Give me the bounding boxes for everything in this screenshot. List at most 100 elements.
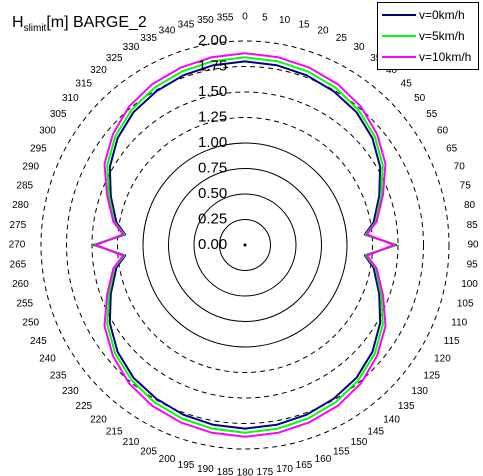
angle-tick-label: 335 — [140, 33, 157, 44]
angle-tick-label: 140 — [383, 414, 400, 425]
radial-tick-label: 0.00 — [198, 236, 227, 253]
angle-tick-label: 330 — [123, 42, 140, 53]
angle-tick-label: 10 — [279, 15, 291, 26]
angle-tick-label: 110 — [451, 318, 467, 329]
legend-item-2: v=10km/h — [382, 47, 471, 67]
angle-tick-label: 195 — [178, 460, 195, 471]
angle-tick-label: 45 — [401, 78, 413, 89]
angle-tick-label: 15 — [298, 19, 310, 30]
grid-circle-dashed-2 — [66, 66, 424, 424]
legend: v=0km/h v=5km/h v=10km/h — [377, 2, 479, 70]
radial-tick-label: 0.25 — [198, 210, 227, 227]
series-line-2 — [95, 52, 395, 438]
grid-circle-dashed-0 — [117, 117, 373, 373]
angle-tick-label: 310 — [62, 93, 79, 104]
angle-tick-label: 85 — [467, 220, 479, 231]
angle-tick-label: 50 — [414, 93, 426, 104]
angle-tick-label: 250 — [22, 318, 39, 329]
angle-tick-label: 280 — [12, 200, 29, 211]
legend-swatch-2 — [382, 56, 416, 58]
angle-tick-label: 185 — [217, 467, 234, 476]
angle-tick-label: 285 — [16, 181, 33, 192]
angle-tick-label: 205 — [140, 446, 157, 457]
radial-tick-label: 0.75 — [198, 159, 227, 176]
angle-tick-label: 220 — [90, 414, 107, 425]
angle-tick-label: 245 — [30, 336, 47, 347]
angle-tick-label: 65 — [446, 143, 458, 154]
angle-tick-label: 225 — [75, 401, 92, 412]
angle-tick-label: 150 — [351, 437, 368, 448]
angle-tick-label: 5 — [262, 13, 268, 24]
legend-label-2: v=10km/h — [419, 50, 472, 64]
radial-tick-label: 2.00 — [198, 32, 227, 49]
angle-tick-label: 95 — [467, 260, 479, 271]
angle-tick-label: 60 — [437, 126, 449, 137]
angle-tick-label: 90 — [467, 240, 479, 251]
legend-swatch-1 — [382, 35, 416, 37]
angle-tick-label: 145 — [367, 426, 384, 437]
angle-tick-label: 255 — [16, 299, 33, 310]
angle-tick-label: 135 — [398, 401, 415, 412]
polar-grid — [40, 40, 450, 450]
chart-title: Hslimit[m] BARGE_2 — [12, 14, 147, 35]
angle-tick-label: 105 — [457, 299, 474, 310]
angle-tick-label: 350 — [197, 15, 214, 26]
angle-tick-label: 175 — [257, 467, 274, 476]
angle-tick-label: 120 — [434, 354, 451, 365]
angle-tick-label: 270 — [9, 240, 26, 251]
angle-tick-label: 35 — [370, 53, 382, 64]
angle-tick-label: 300 — [39, 126, 56, 137]
grid-circle-solid-3 — [142, 142, 348, 348]
radial-tick-label: 1.75 — [198, 57, 227, 74]
angle-tick-label: 295 — [30, 143, 47, 154]
angle-tick-label: 345 — [178, 19, 195, 30]
angle-tick-label: 200 — [159, 454, 176, 465]
angle-tick-label: 180 — [237, 468, 254, 476]
angle-tick-label: 0 — [242, 12, 248, 23]
grid-circle-solid-1 — [193, 193, 297, 297]
angle-tick-label: 170 — [276, 464, 293, 475]
angle-tick-label: 115 — [444, 336, 460, 347]
angle-tick-label: 130 — [411, 386, 428, 397]
angle-tick-label: 125 — [423, 370, 440, 381]
series-line-0 — [93, 60, 397, 430]
angle-tick-label: 275 — [10, 220, 27, 231]
series-line-1 — [94, 56, 396, 434]
angle-tick-label: 355 — [217, 13, 234, 24]
radial-tick-label: 1.25 — [198, 108, 227, 125]
angle-tick-label: 315 — [75, 78, 92, 89]
angle-tick-label: 215 — [106, 426, 123, 437]
angle-tick-label: 265 — [10, 260, 27, 271]
angle-tick-label: 210 — [123, 437, 140, 448]
radial-tick-label: 1.00 — [198, 134, 227, 151]
angle-tick-label: 290 — [22, 162, 39, 173]
legend-label-1: v=5km/h — [419, 29, 465, 43]
angle-tick-label: 305 — [50, 109, 67, 120]
angle-tick-label: 40 — [386, 65, 398, 76]
grid-circle-dashed-1 — [91, 91, 399, 399]
legend-label-0: v=0km/h — [419, 8, 465, 22]
angle-tick-label: 320 — [90, 65, 107, 76]
angle-tick-label: 100 — [461, 279, 478, 290]
angle-tick-label: 230 — [62, 386, 79, 397]
series-lines — [93, 52, 397, 438]
radial-tick-label: 1.50 — [198, 83, 227, 100]
angle-tick-label: 190 — [197, 464, 214, 475]
angle-tick-label: 25 — [336, 33, 348, 44]
angle-tick-label: 80 — [464, 200, 476, 211]
angle-tick-label: 160 — [315, 454, 332, 465]
legend-item-0: v=0km/h — [382, 5, 465, 25]
radial-tick-label: 0.50 — [198, 185, 227, 202]
grid-circle-solid-2 — [168, 168, 322, 322]
radial-tick-labels: 0.00 0.25 0.50 0.75 1.00 1.25 1.50 1.75 2.00 — [198, 32, 227, 253]
angle-tick-label: 55 — [426, 109, 438, 120]
angle-tick-label: 325 — [106, 53, 123, 64]
angle-tick-label: 155 — [333, 446, 350, 457]
grid-circle-dashed-3 — [40, 40, 450, 450]
angle-tick-label: 70 — [454, 162, 466, 173]
grid-circle-solid-0 — [219, 219, 271, 271]
legend-swatch-0 — [382, 14, 416, 16]
origin-dot — [243, 243, 247, 247]
